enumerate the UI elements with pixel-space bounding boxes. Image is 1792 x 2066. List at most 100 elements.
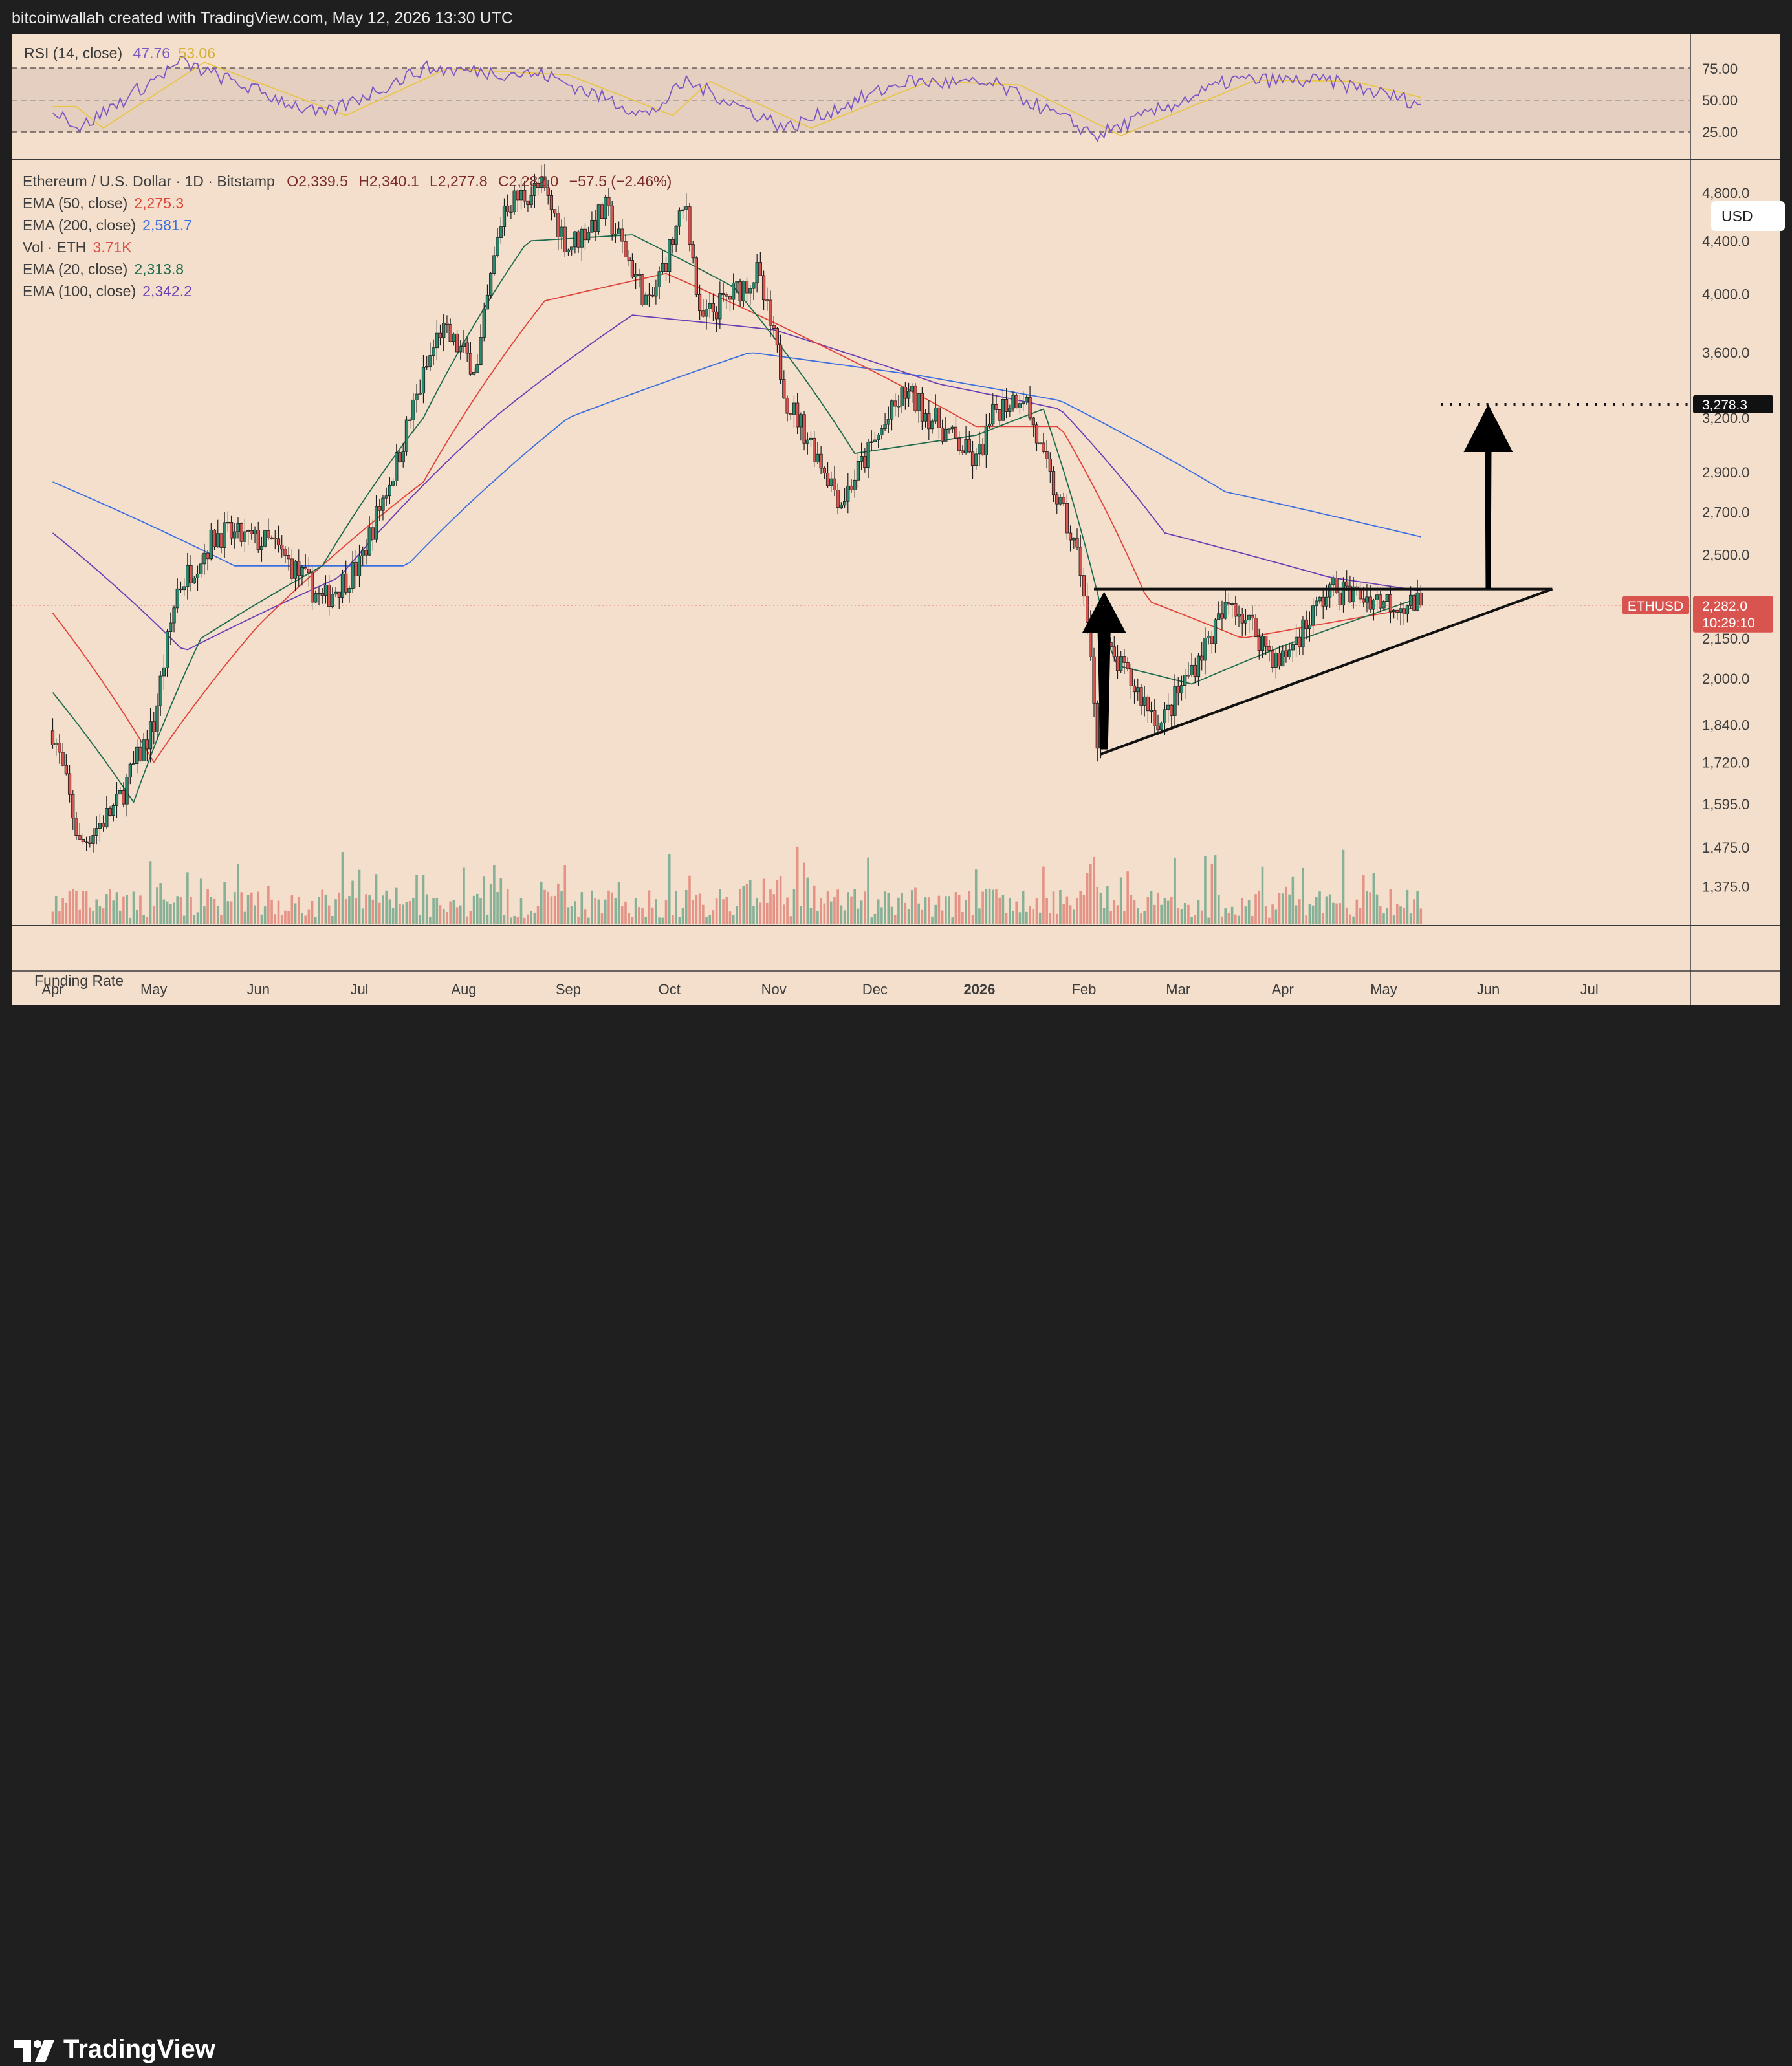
candle-body [125,777,129,805]
candle-body [1136,687,1140,693]
candle-body [934,407,937,422]
volume-bar [78,909,81,924]
volume-bar [516,917,519,924]
candle-body [556,213,560,237]
chart-canvas[interactable]: ETHUSD 2,282.0 10:29:10 3,278.3 4,800.0 4,40… [12,34,1780,1006]
volume-bar [1379,906,1382,924]
ema100-value: 2,342.2 [142,283,192,299]
volume-bar [702,904,705,924]
funding-rate-label[interactable]: Funding Rate [34,972,124,989]
price-axis-label: 2,150.0 [1702,631,1749,647]
volume-bar [620,906,624,924]
candle-body [411,399,415,420]
volume-bar [1126,871,1129,924]
ema100-label[interactable]: EMA (100, close) [23,283,137,299]
volume-bar [553,895,556,924]
candle-body [479,337,483,365]
symbol-title[interactable]: Ethereum / U.S. Dollar · 1D · Bitstamp [23,173,275,190]
volume-bar [820,898,822,924]
volume-bar [624,901,627,924]
candle-body [923,413,928,422]
candle-body [681,209,685,212]
volume-bar [216,906,219,924]
candle-body [462,342,466,347]
volume-legend[interactable]: Vol · ETH 3.71K [23,239,132,256]
time-axis-label: Dec [862,981,888,997]
candle-body [758,262,762,276]
symbol-legend[interactable]: Ethereum / U.S. Dollar · 1D · Bitstamp O… [23,173,672,190]
rsi-axis-label: 75.00 [1702,61,1738,77]
price-axis-label: 2,700.0 [1702,504,1749,520]
volume-bar [519,898,523,924]
candle-body [637,274,641,276]
flagpole-arrow [1082,591,1126,750]
volume-bar [1227,913,1230,924]
volume-bar [237,864,239,924]
candle-body [384,495,388,499]
ema200-legend[interactable]: EMA (200, close) 2,581.7 [23,217,192,234]
volume-bar [270,899,273,924]
volume-bar [169,904,172,924]
candle-body [64,765,68,774]
chart-frame[interactable]: ETHUSD 2,282.0 10:29:10 3,278.3 4,800.0 4,40… [12,34,1785,1006]
volume-bar [536,906,540,924]
candle-body [917,393,921,411]
ema20-legend[interactable]: EMA (20, close) 2,313.8 [23,261,184,278]
volume-label[interactable]: Vol · ETH [23,239,87,256]
volume-bar [250,892,253,924]
ema100-legend[interactable]: EMA (100, close) 2,342.2 [23,283,192,300]
ema50-label[interactable]: EMA (50, close) [23,195,128,212]
candle-body [482,309,486,338]
volume-bar [1413,899,1415,924]
candle-body [711,303,716,312]
target-tag [1693,395,1773,414]
volume-bar [1136,908,1139,924]
candle-body [186,565,190,587]
volume-bar [1012,910,1014,924]
volume-bar [479,898,482,924]
volume-bar [617,882,620,924]
volume-value: 3.71K [93,239,132,256]
volume-bar [499,878,503,924]
candle-body [1358,589,1362,600]
volume-bar [739,889,741,924]
candle-body [1217,613,1221,620]
volume-bar [1049,913,1052,924]
ema200-label[interactable]: EMA (200, close) [23,217,137,234]
candle-body [1034,424,1039,444]
ema50-legend[interactable]: EMA (50, close) 2,275.3 [23,195,184,212]
candle-body [1271,650,1274,668]
volume-bar [254,905,256,924]
volume-bar [1055,913,1058,924]
candle-body [684,206,688,210]
candle-body [897,406,901,408]
volume-bar [472,895,475,924]
volume-bar [243,911,246,924]
candle-body [195,574,200,578]
volume-bar [692,900,694,924]
volume-bar [102,908,105,924]
candle-body [122,790,126,805]
volume-bar [917,903,920,924]
volume-bar [870,917,873,924]
candle-body [1345,581,1349,587]
currency-button[interactable]: USD [1711,201,1785,231]
candle-body [1062,497,1065,504]
volume-bar [118,910,122,924]
candle-body [698,294,702,312]
volume-bar [772,894,775,924]
candle-body [1179,685,1184,694]
candle-body [425,366,429,368]
volume-bar [867,857,869,924]
volume-bar [574,901,576,924]
volume-bar [1076,898,1078,924]
candle-body [802,414,806,444]
volume-bar [287,911,290,924]
candle-body [580,228,584,248]
candle-body [620,228,624,242]
volume-bar [1045,898,1048,924]
volume-bar [985,889,988,924]
candle-body [445,323,449,325]
candle-body [162,667,166,677]
ema20-label[interactable]: EMA (20, close) [23,261,128,277]
